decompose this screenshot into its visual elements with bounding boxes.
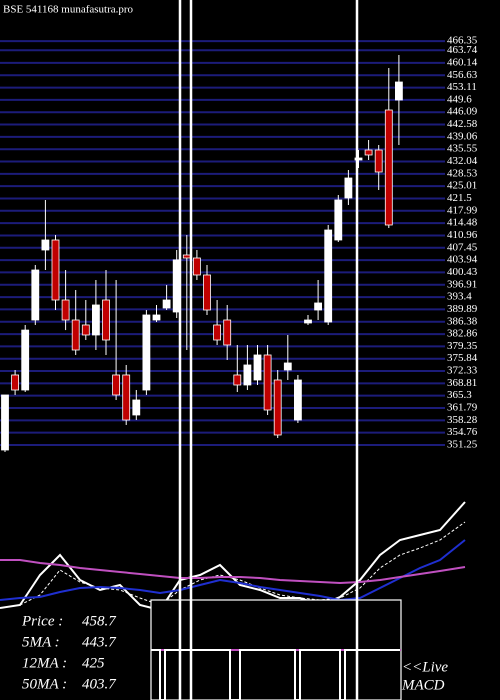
y-tick-label: 354.76 bbox=[447, 426, 478, 438]
y-tick-label: 400.43 bbox=[447, 266, 478, 278]
legend-label: 5MA : bbox=[22, 634, 60, 650]
y-tick-label: 439.06 bbox=[447, 130, 478, 142]
indicator-line bbox=[0, 559, 466, 585]
candle-body bbox=[81, 324, 90, 336]
y-tick-label: 456.63 bbox=[447, 69, 478, 81]
candle-body bbox=[233, 374, 242, 386]
y-tick-label: 393.4 bbox=[447, 291, 472, 303]
candle-body bbox=[293, 379, 302, 421]
live-label: <<Live bbox=[402, 659, 448, 675]
legend-value: 403.7 bbox=[82, 676, 117, 692]
candle-body bbox=[71, 319, 80, 351]
y-tick-label: 379.35 bbox=[447, 340, 478, 352]
y-tick-label: 446.09 bbox=[447, 106, 478, 118]
indicator-line bbox=[0, 521, 466, 609]
candle-body bbox=[324, 229, 333, 323]
y-tick-label: 368.81 bbox=[447, 377, 477, 389]
chart-title: BSE 541168 munafasutra.pro bbox=[3, 4, 134, 16]
candle-body bbox=[344, 177, 353, 199]
y-tick-label: 435.55 bbox=[447, 143, 478, 155]
legend-value: 458.7 bbox=[82, 613, 117, 629]
y-tick-label: 421.5 bbox=[447, 192, 472, 204]
candle-body bbox=[162, 299, 171, 309]
y-tick-label: 425.01 bbox=[447, 180, 477, 192]
y-tick-label: 428.53 bbox=[447, 167, 478, 179]
legend-value: 425 bbox=[82, 655, 105, 671]
candle-body bbox=[203, 274, 211, 311]
candle-body bbox=[334, 199, 343, 241]
candle-body bbox=[31, 269, 40, 321]
y-tick-label: 358.28 bbox=[447, 414, 478, 426]
candles bbox=[1, 54, 403, 452]
y-tick-label: 396.91 bbox=[447, 278, 477, 290]
candle-body bbox=[61, 299, 70, 321]
candle-body bbox=[394, 81, 403, 101]
candle-body bbox=[152, 314, 161, 321]
legend-label: 12MA : bbox=[22, 655, 67, 671]
macd-line bbox=[151, 649, 400, 700]
legend-label: Price : bbox=[21, 613, 63, 629]
candle-body bbox=[364, 149, 373, 156]
candle-body bbox=[374, 149, 383, 173]
legend-value: 443.7 bbox=[82, 634, 117, 650]
candle-body bbox=[1, 394, 9, 451]
y-tick-label: 382.86 bbox=[447, 328, 478, 340]
indicator-panel bbox=[0, 501, 466, 612]
y-tick-label: 410.96 bbox=[447, 229, 478, 241]
y-tick-label: 442.58 bbox=[447, 118, 478, 130]
grid: 351.25354.76358.28361.79365.3368.81372.3… bbox=[0, 35, 478, 451]
y-tick-label: 372.33 bbox=[447, 365, 478, 377]
candle-body bbox=[273, 379, 282, 436]
candle-body bbox=[354, 157, 363, 161]
candle-body bbox=[11, 374, 20, 391]
y-tick-label: 432.04 bbox=[447, 155, 478, 167]
y-tick-label: 407.45 bbox=[447, 241, 478, 253]
time-markers bbox=[178, 0, 359, 700]
legend-label: 50MA : bbox=[22, 676, 67, 692]
candle-body bbox=[51, 239, 60, 301]
candle-body bbox=[223, 319, 232, 346]
macd-label: MACD bbox=[401, 677, 445, 693]
candle-body bbox=[192, 257, 201, 276]
candle-body bbox=[112, 374, 120, 396]
candle-body bbox=[102, 299, 110, 341]
y-tick-label: 403.94 bbox=[447, 254, 478, 266]
y-tick-label: 351.25 bbox=[447, 439, 478, 451]
y-tick-label: 466.35 bbox=[447, 35, 478, 47]
candle-body bbox=[122, 374, 131, 421]
candle-body bbox=[92, 304, 100, 336]
y-tick-label: 375.84 bbox=[447, 352, 478, 364]
y-tick-label: 417.99 bbox=[447, 204, 478, 216]
y-tick-label: 449.6 bbox=[447, 93, 472, 105]
candle-body bbox=[132, 399, 141, 416]
y-tick-label: 453.11 bbox=[447, 81, 477, 93]
y-tick-label: 414.48 bbox=[447, 217, 478, 229]
candle-body bbox=[182, 254, 191, 259]
candle-body bbox=[21, 329, 30, 391]
candle-body bbox=[263, 354, 272, 411]
candle-body bbox=[314, 302, 323, 311]
y-tick-label: 389.89 bbox=[447, 303, 478, 315]
candle-body bbox=[213, 324, 222, 341]
y-tick-label: 460.14 bbox=[447, 56, 478, 68]
indicator-line bbox=[0, 501, 466, 612]
candle-body bbox=[384, 109, 393, 226]
y-tick-label: 463.74 bbox=[447, 44, 478, 56]
candle-body bbox=[41, 239, 50, 251]
candle-body bbox=[283, 362, 292, 371]
candle-body bbox=[304, 319, 312, 324]
indicator-line bbox=[0, 539, 466, 602]
y-tick-label: 365.3 bbox=[447, 389, 472, 401]
candle-body bbox=[142, 314, 151, 391]
y-tick-label: 386.38 bbox=[447, 315, 478, 327]
candle-body bbox=[253, 354, 262, 381]
y-tick-label: 361.79 bbox=[447, 402, 478, 414]
candle-body bbox=[243, 364, 252, 386]
